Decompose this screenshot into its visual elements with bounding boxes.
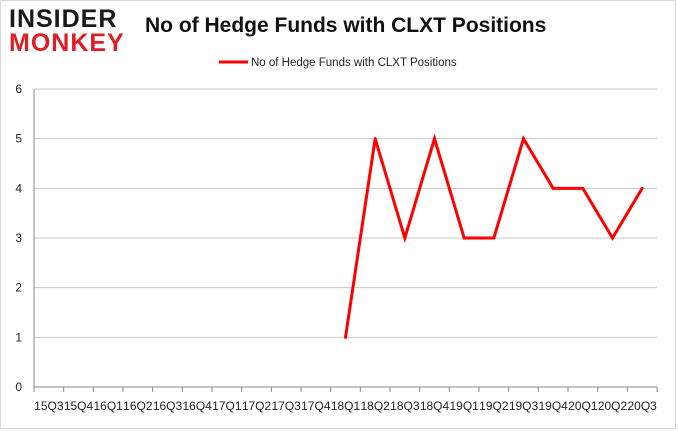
y-tick-label: 4 (15, 181, 22, 195)
legend-label: No of Hedge Funds with CLXT Positions (251, 57, 457, 69)
chart-title: No of Hedge Funds with CLXT Positions (145, 14, 547, 37)
data-point (581, 186, 585, 190)
logo-line-1: INSIDER (9, 5, 118, 33)
logo-line-2: MONKEY (9, 29, 125, 57)
data-point (640, 186, 644, 190)
data-point (433, 137, 436, 141)
x-tick-label: 19Q2 (479, 399, 509, 413)
y-tick-label: 2 (15, 281, 22, 295)
data-point (373, 137, 377, 141)
x-tick-label: 20Q1 (568, 399, 598, 413)
x-tick-label: 15Q4 (64, 399, 94, 413)
data-point (344, 335, 347, 339)
x-tick-label: 17Q4 (301, 399, 331, 413)
x-tick-label: 18Q2 (360, 399, 390, 413)
x-tick-label: 18Q1 (331, 399, 361, 413)
x-tick-label: 20Q3 (627, 399, 657, 413)
data-point (462, 236, 466, 240)
x-tick-label: 17Q3 (271, 399, 301, 413)
x-tick-label: 19Q3 (509, 399, 539, 413)
y-tick-label: 1 (15, 330, 22, 344)
x-tick-label: 19Q4 (538, 399, 568, 413)
data-point (522, 137, 525, 141)
x-tick-label: 18Q3 (390, 399, 420, 413)
x-tick-label: 16Q3 (153, 399, 183, 413)
insider-monkey-logo: INSIDER MONKEY (7, 5, 129, 57)
x-tick-label: 16Q1 (93, 399, 123, 413)
data-point (551, 186, 555, 190)
x-tick-label: 19Q1 (449, 399, 479, 413)
x-tick-label: 15Q3 (34, 399, 64, 413)
x-tick-label: 18Q4 (420, 399, 450, 413)
x-tick-label: 17Q2 (242, 399, 272, 413)
x-tick-label: 16Q4 (182, 399, 212, 413)
x-tick-label: 20Q2 (598, 399, 628, 413)
x-tick-label: 17Q1 (212, 399, 242, 413)
data-point (492, 236, 496, 240)
y-tick-label: 0 (15, 380, 22, 394)
x-tick-label: 16Q2 (123, 399, 153, 413)
data-point (403, 236, 407, 240)
y-tick-label: 3 (15, 231, 22, 245)
data-point (611, 236, 614, 240)
y-tick-label: 5 (15, 132, 22, 146)
y-tick-label: 6 (15, 82, 22, 96)
